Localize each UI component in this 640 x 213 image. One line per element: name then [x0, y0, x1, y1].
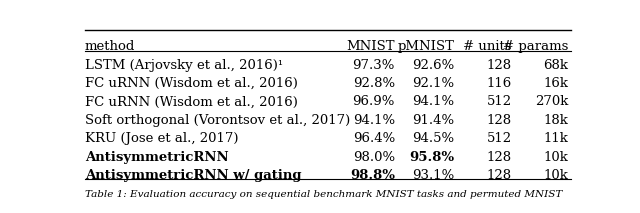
Text: 92.6%: 92.6% [412, 59, 454, 72]
Text: 92.8%: 92.8% [353, 77, 395, 90]
Text: 91.4%: 91.4% [412, 114, 454, 127]
Text: 94.5%: 94.5% [412, 132, 454, 145]
Text: 16k: 16k [543, 77, 568, 90]
Text: 128: 128 [486, 59, 511, 72]
Text: 94.1%: 94.1% [353, 114, 395, 127]
Text: 68k: 68k [543, 59, 568, 72]
Text: 128: 128 [486, 151, 511, 164]
Text: 98.8%: 98.8% [350, 169, 395, 182]
Text: 11k: 11k [544, 132, 568, 145]
Text: 98.0%: 98.0% [353, 151, 395, 164]
Text: 10k: 10k [544, 169, 568, 182]
Text: method: method [85, 40, 135, 53]
Text: 95.8%: 95.8% [410, 151, 454, 164]
Text: # params: # params [503, 40, 568, 53]
Text: AntisymmetricRNN: AntisymmetricRNN [85, 151, 228, 164]
Text: 94.1%: 94.1% [412, 95, 454, 108]
Text: pMNIST: pMNIST [397, 40, 454, 53]
Text: 96.9%: 96.9% [353, 95, 395, 108]
Text: 92.1%: 92.1% [412, 77, 454, 90]
Text: 96.4%: 96.4% [353, 132, 395, 145]
Text: MNIST: MNIST [346, 40, 395, 53]
Text: 512: 512 [486, 132, 511, 145]
Text: KRU (Jose et al., 2017): KRU (Jose et al., 2017) [85, 132, 239, 145]
Text: 128: 128 [486, 169, 511, 182]
Text: 93.1%: 93.1% [412, 169, 454, 182]
Text: Soft orthogonal (Vorontsov et al., 2017): Soft orthogonal (Vorontsov et al., 2017) [85, 114, 350, 127]
Text: # units: # units [463, 40, 511, 53]
Text: 116: 116 [486, 77, 511, 90]
Text: 270k: 270k [535, 95, 568, 108]
Text: LSTM (Arjovsky et al., 2016)¹: LSTM (Arjovsky et al., 2016)¹ [85, 59, 283, 72]
Text: 97.3%: 97.3% [353, 59, 395, 72]
Text: AntisymmetricRNN w/ gating: AntisymmetricRNN w/ gating [85, 169, 301, 182]
Text: 18k: 18k [544, 114, 568, 127]
Text: FC uRNN (Wisdom et al., 2016): FC uRNN (Wisdom et al., 2016) [85, 95, 298, 108]
Text: FC uRNN (Wisdom et al., 2016): FC uRNN (Wisdom et al., 2016) [85, 77, 298, 90]
Text: 10k: 10k [544, 151, 568, 164]
Text: 512: 512 [486, 95, 511, 108]
Text: 128: 128 [486, 114, 511, 127]
Text: Table 1: Evaluation accuracy on sequential benchmark MNIST tasks and permuted MN: Table 1: Evaluation accuracy on sequenti… [85, 190, 562, 200]
